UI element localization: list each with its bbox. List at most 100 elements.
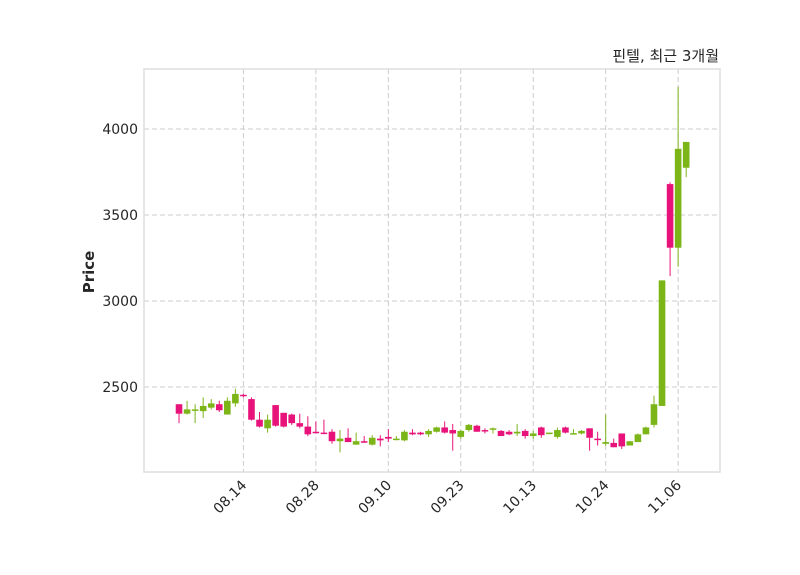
- x-tick-label: 08.28: [283, 478, 323, 518]
- candle-body: [280, 412, 287, 427]
- x-tick-label: 09.23: [428, 478, 468, 518]
- candle-body: [489, 428, 497, 430]
- candle-down: [610, 438, 618, 448]
- candle-body: [352, 441, 360, 445]
- candle-down: [417, 431, 424, 436]
- candle-up: [232, 388, 239, 407]
- candle-body: [626, 441, 634, 446]
- candle-body: [215, 404, 223, 411]
- candle-down: [320, 419, 328, 435]
- candle-up: [352, 432, 360, 445]
- candle-body: [465, 424, 473, 431]
- candle-body: [409, 432, 416, 435]
- candle-down: [312, 421, 320, 434]
- y-tick-labels: 2500 3000 3500 4000: [102, 122, 138, 396]
- candle-body: [248, 399, 255, 420]
- candle-down: [441, 421, 448, 434]
- candle-body: [481, 430, 489, 432]
- candle-body: [610, 442, 618, 448]
- candle-down: [240, 393, 247, 398]
- candles: [175, 86, 690, 453]
- candle-down: [280, 412, 287, 428]
- candle-body: [666, 184, 674, 248]
- candle-body: [336, 438, 344, 442]
- y-tick-label: 3000: [102, 294, 138, 310]
- candle-body: [393, 438, 400, 441]
- candle-up: [578, 430, 585, 435]
- candle-down: [288, 413, 296, 425]
- candle-body: [586, 428, 593, 438]
- candle-body: [264, 419, 271, 429]
- x-tick-label: 11.06: [645, 477, 685, 517]
- candle-body: [224, 400, 231, 415]
- candle-up: [393, 436, 400, 441]
- candle-body: [175, 404, 183, 414]
- candle-down: [272, 405, 279, 427]
- candle-down: [449, 424, 457, 451]
- candle-body: [457, 430, 465, 437]
- candle-up: [183, 400, 191, 415]
- candle-down: [344, 428, 352, 443]
- candle-down: [666, 182, 674, 277]
- candle-body: [376, 438, 384, 441]
- candle-body: [602, 442, 609, 444]
- candle-up: [554, 427, 561, 439]
- candle-down: [328, 429, 336, 444]
- candle-body: [505, 431, 513, 435]
- chart-title: 핀텔, 최근 3개월: [612, 47, 719, 65]
- candle-up: [433, 426, 440, 433]
- candle-down: [360, 436, 368, 443]
- candle-up: [529, 430, 537, 439]
- y-tick-label: 2500: [102, 380, 138, 396]
- candle-body: [658, 280, 666, 406]
- candle-down: [505, 430, 513, 436]
- candle-up: [465, 424, 473, 432]
- candle-down: [537, 426, 545, 438]
- candle-up: [674, 86, 682, 267]
- candle-body: [256, 419, 263, 427]
- candle-body: [368, 437, 376, 445]
- candle-body: [562, 427, 569, 433]
- candle-up: [425, 429, 432, 437]
- grid-lines: [144, 69, 720, 472]
- candle-body: [207, 403, 215, 408]
- candle-down: [296, 413, 304, 429]
- candle-body: [344, 437, 352, 443]
- candle-down: [481, 428, 489, 434]
- candle-body: [304, 426, 312, 435]
- candle-up: [207, 399, 215, 410]
- candle-down: [594, 431, 601, 446]
- candle-body: [417, 432, 424, 435]
- candle-body: [328, 431, 336, 442]
- candle-body: [385, 436, 392, 439]
- candle-up: [626, 441, 634, 446]
- candle-body: [360, 441, 368, 443]
- x-tick-labels: 08.14 08.28 09.10 09.23 10.13 10.24 11.06: [211, 477, 685, 517]
- candle-body: [594, 438, 601, 441]
- candle-body: [296, 423, 304, 427]
- candle-down: [175, 404, 183, 424]
- candle-down: [409, 429, 416, 436]
- candle-body: [578, 430, 585, 434]
- candle-body: [312, 431, 320, 434]
- candle-body: [183, 409, 191, 414]
- candle-up: [224, 397, 231, 415]
- candle-down: [473, 424, 481, 432]
- candle-up: [191, 404, 199, 424]
- candle-body: [320, 432, 328, 435]
- candle-down: [586, 428, 593, 451]
- candle-down: [497, 430, 505, 437]
- candle-body: [240, 394, 247, 397]
- candle-body: [473, 425, 481, 432]
- candle-up: [264, 414, 271, 433]
- candle-up: [368, 435, 376, 446]
- candle-body: [674, 148, 682, 248]
- candle-down: [304, 416, 312, 437]
- candle-body: [634, 434, 642, 443]
- candle-body: [433, 427, 440, 432]
- candle-down: [256, 411, 263, 428]
- candle-body: [272, 405, 279, 426]
- candle-up: [513, 424, 521, 437]
- x-tick-label: 10.24: [573, 477, 613, 517]
